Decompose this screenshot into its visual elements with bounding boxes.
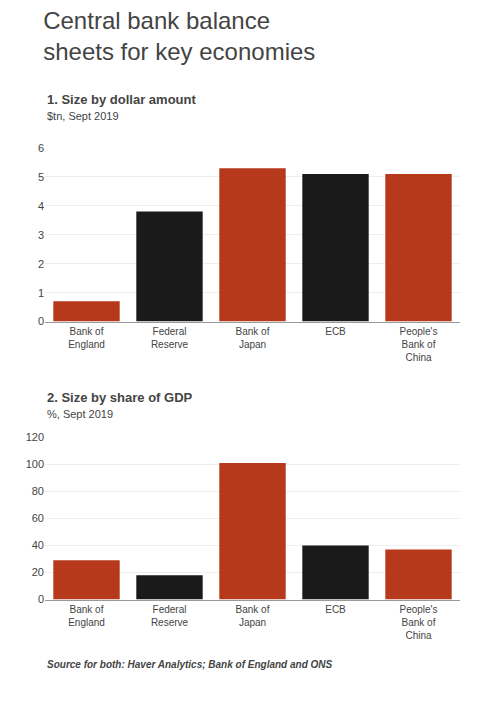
svg-text:$tn, Sept 2019: $tn, Sept 2019 xyxy=(47,110,119,122)
svg-text:People'sBank ofChina: People'sBank ofChina xyxy=(399,326,437,363)
svg-text:80: 80 xyxy=(32,485,44,497)
svg-text:2. Size by share of GDP: 2. Size by share of GDP xyxy=(47,390,193,405)
svg-text:120: 120 xyxy=(26,431,44,443)
svg-text:Bank ofEngland: Bank ofEngland xyxy=(68,326,105,350)
svg-text:40: 40 xyxy=(32,539,44,551)
svg-text:1. Size by dollar amount: 1. Size by dollar amount xyxy=(47,92,196,107)
svg-text:Central bank balancesheets for: Central bank balancesheets for key econo… xyxy=(43,7,315,65)
svg-text:%, Sept 2019: %, Sept 2019 xyxy=(47,408,113,420)
svg-text:Bank ofJapan: Bank ofJapan xyxy=(236,326,270,350)
svg-text:100: 100 xyxy=(26,458,44,470)
svg-text:Bank ofEngland: Bank ofEngland xyxy=(68,604,105,628)
svg-text:6: 6 xyxy=(38,142,44,154)
svg-text:0: 0 xyxy=(38,315,44,327)
svg-text:5: 5 xyxy=(38,171,44,183)
svg-text:2: 2 xyxy=(38,258,44,270)
svg-text:ECB: ECB xyxy=(325,326,346,337)
svg-text:0: 0 xyxy=(38,593,44,605)
svg-text:1: 1 xyxy=(38,287,44,299)
svg-text:4: 4 xyxy=(38,200,44,212)
svg-text:Source for both: Haver Analyti: Source for both: Haver Analytics; Bank o… xyxy=(47,659,333,670)
svg-text:FederalReserve: FederalReserve xyxy=(151,604,189,628)
svg-text:3: 3 xyxy=(38,229,44,241)
svg-text:20: 20 xyxy=(32,566,44,578)
svg-text:People'sBank ofChina: People'sBank ofChina xyxy=(399,604,437,641)
svg-text:Bank ofJapan: Bank ofJapan xyxy=(236,604,270,628)
svg-text:FederalReserve: FederalReserve xyxy=(151,326,189,350)
svg-text:ECB: ECB xyxy=(325,604,346,615)
svg-text:60: 60 xyxy=(32,512,44,524)
